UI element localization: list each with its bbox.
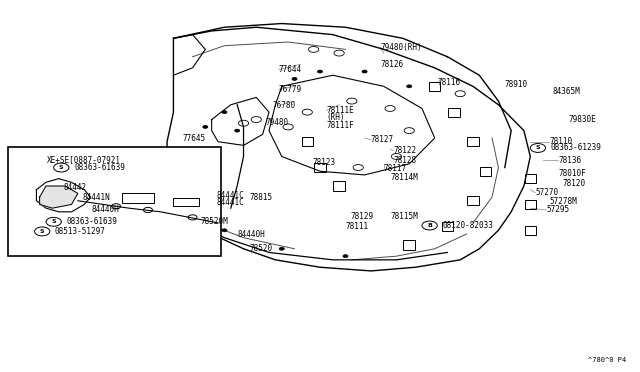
- Text: 08363-61239: 08363-61239: [550, 144, 602, 153]
- Text: 77645: 77645: [183, 134, 206, 143]
- Text: 76779: 76779: [278, 85, 301, 94]
- Text: 78126: 78126: [381, 60, 404, 69]
- Text: 79830E: 79830E: [568, 115, 596, 124]
- Text: 78520: 78520: [250, 244, 273, 253]
- Text: 78111: 78111: [346, 222, 369, 231]
- Circle shape: [222, 229, 227, 232]
- Text: XE+SE[0887-0792]: XE+SE[0887-0792]: [47, 155, 121, 164]
- Text: 08363-61639: 08363-61639: [74, 163, 125, 172]
- Text: 84441N: 84441N: [83, 193, 111, 202]
- Text: 78123: 78123: [312, 157, 335, 167]
- Text: 08120-82033: 08120-82033: [442, 221, 493, 230]
- Circle shape: [292, 77, 297, 80]
- Text: 79480: 79480: [266, 118, 289, 127]
- Text: 84365M: 84365M: [552, 87, 580, 96]
- Circle shape: [362, 70, 367, 73]
- Text: 77644: 77644: [278, 65, 301, 74]
- Circle shape: [222, 111, 227, 113]
- Circle shape: [343, 255, 348, 258]
- Text: 84441C: 84441C: [217, 198, 244, 207]
- Text: 57270: 57270: [536, 188, 559, 197]
- Text: (RH): (RH): [326, 113, 345, 122]
- Text: 84440H: 84440H: [92, 205, 120, 215]
- Text: 78136: 78136: [559, 156, 582, 166]
- Text: 79480(RH): 79480(RH): [381, 43, 422, 52]
- Circle shape: [203, 125, 208, 128]
- Text: 78117: 78117: [384, 164, 407, 173]
- Text: 78115M: 78115M: [390, 212, 418, 221]
- Text: 78815: 78815: [250, 193, 273, 202]
- FancyBboxPatch shape: [8, 147, 221, 256]
- Text: ^780^0 P4: ^780^0 P4: [588, 357, 626, 363]
- Circle shape: [235, 129, 240, 132]
- Text: 78122: 78122: [394, 147, 417, 155]
- Text: 08513-51297: 08513-51297: [55, 227, 106, 236]
- Text: 78129: 78129: [351, 212, 374, 221]
- Text: 84442: 84442: [64, 183, 87, 192]
- Text: 78010F: 78010F: [559, 169, 587, 177]
- Text: 78120: 78120: [562, 179, 585, 187]
- Text: S: S: [51, 219, 56, 224]
- Polygon shape: [40, 186, 78, 208]
- Circle shape: [406, 85, 412, 88]
- Text: S: S: [536, 145, 540, 150]
- Text: 78127: 78127: [371, 135, 394, 144]
- Text: 84441C: 84441C: [217, 191, 244, 200]
- Text: 57278M: 57278M: [549, 197, 577, 206]
- Text: S: S: [40, 229, 45, 234]
- Text: B: B: [427, 223, 432, 228]
- Text: 78110: 78110: [549, 137, 573, 146]
- Text: 76780: 76780: [272, 101, 295, 110]
- Text: 08363-61639: 08363-61639: [67, 217, 117, 226]
- Circle shape: [279, 247, 284, 250]
- Text: 78520M: 78520M: [200, 217, 228, 225]
- Text: 78910: 78910: [505, 80, 528, 89]
- Text: 84440H: 84440H: [237, 230, 265, 239]
- Text: 78111E: 78111E: [326, 106, 354, 115]
- Text: 78128: 78128: [394, 156, 417, 166]
- Circle shape: [317, 70, 323, 73]
- Text: S: S: [59, 165, 63, 170]
- Text: 78114M: 78114M: [390, 173, 418, 182]
- Text: 78111F: 78111F: [326, 121, 354, 129]
- Text: 78116: 78116: [438, 78, 461, 87]
- Text: 57295: 57295: [546, 205, 570, 215]
